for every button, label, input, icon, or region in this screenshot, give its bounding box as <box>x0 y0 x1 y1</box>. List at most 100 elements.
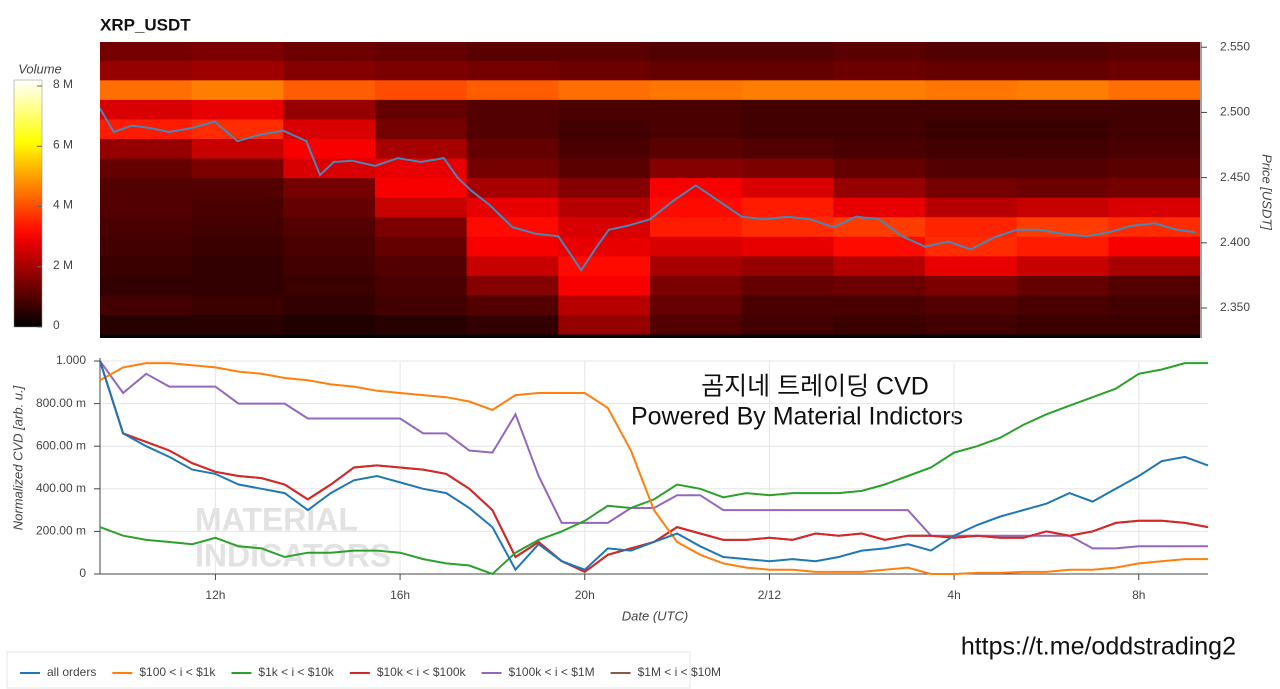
heatmap-cell <box>100 138 193 159</box>
heatmap-cell <box>100 236 193 257</box>
heatmap-cell <box>558 60 651 81</box>
cvd-line <box>99 362 1208 576</box>
colorbar-tick-label: 8 M <box>53 77 73 91</box>
heatmap-cell <box>466 314 559 335</box>
heatmap-cell <box>1108 255 1200 276</box>
heatmap-cell <box>1016 158 1109 179</box>
heatmap-cell <box>375 60 468 81</box>
annotation: 곰지네 트레이딩 CVD <box>701 373 929 401</box>
heatmap-cell <box>650 294 743 316</box>
heatmap-cell <box>741 138 834 159</box>
heatmap-cell <box>741 42 834 61</box>
legend-label: $10k < i < $100k <box>377 665 467 679</box>
heatmap-cell <box>925 236 1018 257</box>
heatmap <box>100 42 1200 338</box>
legend-label: $1k < i < $10k <box>258 665 334 679</box>
chart-title: XRP_USDT <box>100 15 191 34</box>
y-tick-label: 2.400 <box>1220 235 1250 249</box>
colorbar <box>13 79 43 328</box>
heatmap-cell <box>100 118 193 139</box>
heatmap-cell <box>558 216 651 237</box>
heatmap-cell <box>650 99 743 120</box>
heatmap-cell <box>1108 177 1200 198</box>
x-axis-label: Date (UTC) <box>622 608 688 623</box>
heatmap-cell <box>650 216 743 237</box>
heatmap-cell <box>1016 236 1109 257</box>
legend-box <box>6 651 691 689</box>
heatmap-cell <box>925 314 1018 335</box>
heatmap-cell <box>741 60 834 81</box>
heatmap-cell <box>191 197 284 218</box>
heatmap-cell <box>375 138 468 159</box>
heatmap-cell <box>1108 158 1200 179</box>
heatmap-cell <box>191 42 284 61</box>
heatmap-cell <box>466 177 559 198</box>
heatmap-cell <box>925 177 1018 198</box>
heatmap-cell <box>741 216 834 237</box>
heatmap-cell <box>833 42 926 61</box>
heatmap-cell <box>466 99 559 120</box>
heatmap-cell <box>1016 99 1109 120</box>
heatmap-cell <box>558 275 651 296</box>
heatmap-cell <box>191 79 284 100</box>
heatmap-cell <box>375 255 468 276</box>
x-tick-label: 4h <box>947 588 960 602</box>
heatmap-cell <box>925 197 1018 218</box>
heatmap-cell <box>1016 177 1109 198</box>
heatmap-cell <box>833 60 926 81</box>
heatmap-cell <box>375 197 468 218</box>
heatmap-cell <box>1016 314 1109 335</box>
heatmap-cell <box>925 118 1018 139</box>
heatmap-cell <box>741 314 834 335</box>
heatmap-cell <box>283 197 376 218</box>
heatmap-cell <box>1108 99 1200 120</box>
heatmap-cell <box>558 99 651 120</box>
heatmap-cell <box>466 236 559 257</box>
heatmap-cell <box>283 158 376 179</box>
heatmap-cell <box>283 138 376 159</box>
heatmap-cell <box>650 275 743 296</box>
heatmap-cell <box>558 314 651 335</box>
colorbar-tick-label: 6 M <box>53 137 73 151</box>
heatmap-cell <box>1108 42 1200 61</box>
heatmap-cell <box>925 216 1018 237</box>
heatmap-cell <box>100 60 193 81</box>
heatmap-cell <box>375 42 468 61</box>
heatmap-cell <box>833 314 926 335</box>
heatmap-cell <box>283 314 376 335</box>
heatmap-cell <box>1016 42 1109 61</box>
heatmap-cell <box>466 197 559 218</box>
heatmap-cell <box>283 216 376 237</box>
heatmap-cell <box>558 197 651 218</box>
heatmap-cell <box>466 158 559 179</box>
y-tick-label: 200.00 m <box>36 524 86 538</box>
y-tick-label: 2.500 <box>1220 105 1250 119</box>
heatmap-cell <box>925 79 1018 100</box>
heatmap-cell <box>925 99 1018 120</box>
heatmap-cell <box>283 275 376 296</box>
heatmap-cell <box>558 294 651 316</box>
heatmap-cell <box>925 275 1018 296</box>
heatmap-cell <box>650 255 743 276</box>
heatmap-cell <box>833 216 926 237</box>
heatmap-cell <box>741 158 834 179</box>
heatmap-cell <box>191 294 284 316</box>
y-tick-label: 600.00 m <box>36 438 86 452</box>
heatmap-cell <box>833 255 926 276</box>
heatmap-cell <box>191 255 284 276</box>
heatmap-cell <box>1016 255 1109 276</box>
legend-label: $100k < i < $1M <box>509 665 595 679</box>
heatmap-cell <box>741 255 834 276</box>
heatmap-cell <box>1016 294 1109 316</box>
heatmap-cell <box>466 138 559 159</box>
heatmap-cell <box>833 275 926 296</box>
heatmap-cell <box>283 177 376 198</box>
heatmap-cell <box>1108 275 1200 296</box>
heatmap-cell <box>1016 216 1109 237</box>
heatmap-cell <box>741 294 834 316</box>
heatmap-cell <box>283 99 376 120</box>
heatmap-cell <box>375 177 468 198</box>
heatmap-cell <box>375 294 468 316</box>
heatmap-cell <box>833 99 926 120</box>
